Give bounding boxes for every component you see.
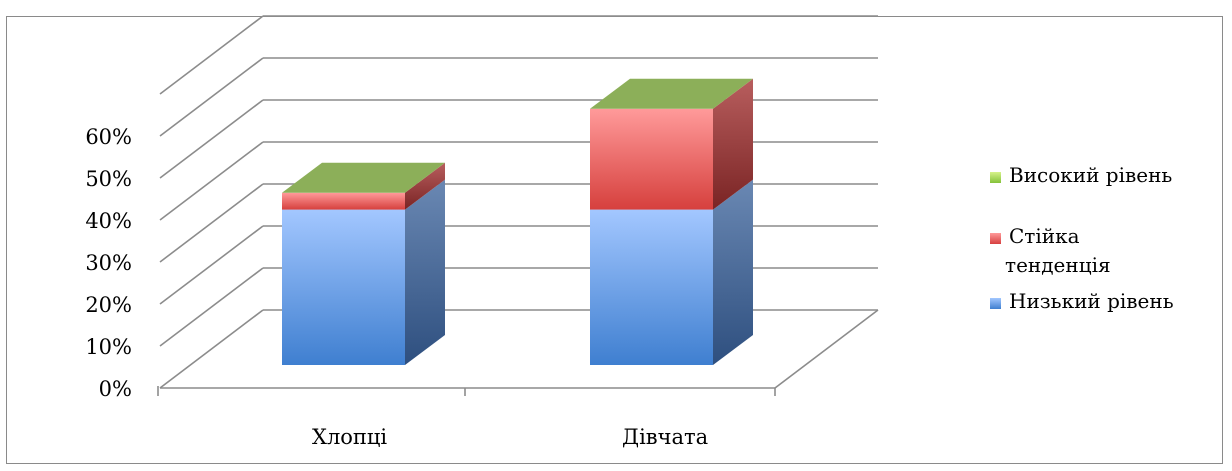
legend-label: Низький рівень — [1009, 289, 1174, 313]
y-tick-label: 30% — [85, 251, 132, 275]
bar-segment-side — [405, 162, 445, 210]
legend-swatch — [990, 172, 1001, 183]
y-tick-label: 60% — [85, 125, 132, 149]
side-gridline — [159, 57, 264, 137]
floor-edge — [774, 309, 879, 389]
x-category-label: Хлопці — [312, 425, 387, 449]
side-gridline — [159, 141, 264, 221]
side-gridline — [159, 267, 264, 347]
bar-segment-side — [405, 179, 445, 365]
y-tick-label: 50% — [85, 167, 132, 191]
bar-segment-side — [713, 179, 753, 365]
x-category-label: Дівчата — [622, 425, 708, 449]
side-gridline — [159, 309, 264, 389]
side-gridline — [159, 183, 264, 263]
bar-top-cap — [282, 162, 445, 193]
bar-segment-front — [282, 209, 405, 365]
bar-segment-front — [282, 192, 405, 210]
legend-label: тенденція — [1005, 253, 1111, 277]
legend-label: Стійка — [1009, 224, 1080, 248]
legend-swatch — [990, 233, 1001, 244]
side-gridline — [159, 99, 264, 179]
bar-top-cap — [590, 78, 753, 109]
side-gridline — [159, 225, 264, 305]
y-tick-label: 0% — [99, 377, 132, 401]
bar-segment-side — [713, 78, 753, 210]
y-tick-label: 40% — [85, 209, 132, 233]
legend-label: Високий рівень — [1009, 163, 1172, 187]
y-tick-label: 20% — [85, 293, 132, 317]
legend-swatch — [990, 298, 1001, 309]
side-gridline — [159, 15, 264, 95]
y-tick-label: 10% — [85, 335, 132, 359]
bar-segment-front — [590, 209, 713, 365]
bar-segment-front — [590, 108, 713, 210]
